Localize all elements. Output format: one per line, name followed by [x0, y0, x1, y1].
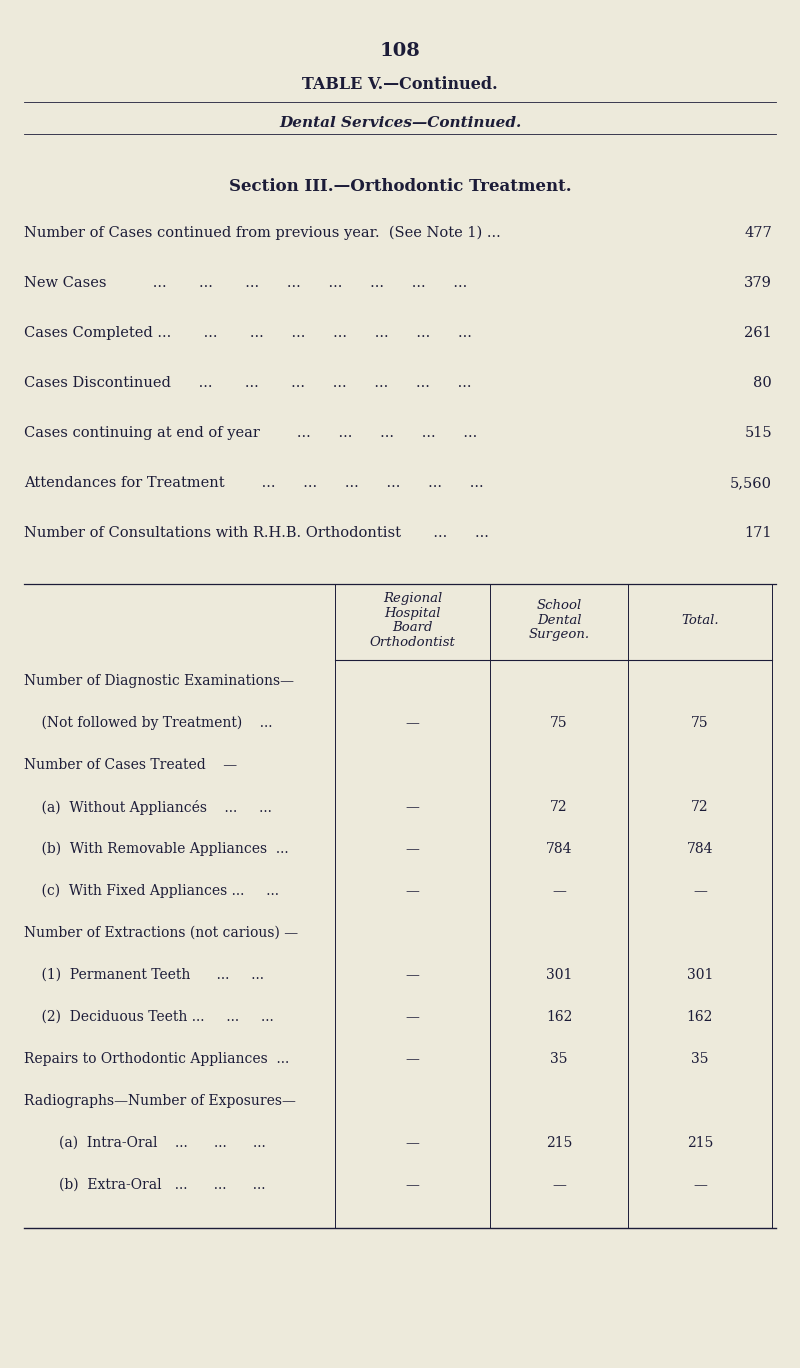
- Text: 477: 477: [744, 226, 772, 239]
- Text: Cases Completed ...       ...       ...      ...      ...      ...      ...     : Cases Completed ... ... ... ... ... ... …: [24, 326, 472, 341]
- Text: —: —: [552, 1178, 566, 1192]
- Text: 301: 301: [546, 969, 572, 982]
- Text: —: —: [406, 800, 419, 814]
- Text: 35: 35: [691, 1052, 709, 1066]
- Text: (b)  Extra-Oral   ...      ...      ...: (b) Extra-Oral ... ... ...: [24, 1178, 266, 1192]
- Text: (1)  Permanent Teeth      ...     ...: (1) Permanent Teeth ... ...: [24, 969, 264, 982]
- Text: 75: 75: [550, 715, 568, 731]
- Text: 162: 162: [546, 1010, 572, 1025]
- Text: Number of Consultations with R.H.B. Orthodontist       ...      ...: Number of Consultations with R.H.B. Orth…: [24, 527, 512, 540]
- Text: 5,560: 5,560: [730, 476, 772, 490]
- Text: —: —: [552, 884, 566, 897]
- Text: 72: 72: [691, 800, 709, 814]
- Text: —: —: [406, 1178, 419, 1192]
- Text: 784: 784: [546, 841, 572, 856]
- Text: —: —: [693, 884, 707, 897]
- Text: 162: 162: [687, 1010, 713, 1025]
- Text: (2)  Deciduous Teeth ...     ...     ...: (2) Deciduous Teeth ... ... ...: [24, 1010, 274, 1025]
- Text: —: —: [406, 1052, 419, 1066]
- Text: 75: 75: [691, 715, 709, 731]
- Text: 515: 515: [744, 425, 772, 440]
- Text: Number of Extractions (not carious) —: Number of Extractions (not carious) —: [24, 926, 298, 940]
- Text: —: —: [693, 1178, 707, 1192]
- Text: —: —: [406, 1135, 419, 1150]
- Text: —: —: [406, 1010, 419, 1025]
- Text: TABLE V.—Continued.: TABLE V.—Continued.: [302, 77, 498, 93]
- Text: Orthodontist: Orthodontist: [370, 636, 455, 648]
- Text: Attendances for Treatment        ...      ...      ...      ...      ...      ..: Attendances for Treatment ... ... ... ..…: [24, 476, 484, 490]
- Text: Repairs to Orthodontic Appliances  ...: Repairs to Orthodontic Appliances ...: [24, 1052, 290, 1066]
- Text: —: —: [406, 715, 419, 731]
- Text: Regional: Regional: [383, 592, 442, 605]
- Text: (c)  With Fixed Appliances ...     ...: (c) With Fixed Appliances ... ...: [24, 884, 279, 899]
- Text: —: —: [406, 884, 419, 897]
- Text: 215: 215: [687, 1135, 713, 1150]
- Text: Board: Board: [392, 621, 433, 633]
- Text: 301: 301: [687, 969, 713, 982]
- Text: 35: 35: [550, 1052, 568, 1066]
- Text: 215: 215: [546, 1135, 572, 1150]
- Text: (Not followed by Treatment)    ...: (Not followed by Treatment) ...: [24, 715, 273, 731]
- Text: Radiographs—Number of Exposures—: Radiographs—Number of Exposures—: [24, 1094, 296, 1108]
- Text: —: —: [406, 969, 419, 982]
- Text: Cases continuing at end of year        ...      ...      ...      ...      ...: Cases continuing at end of year ... ... …: [24, 425, 478, 440]
- Text: (b)  With Removable Appliances  ...: (b) With Removable Appliances ...: [24, 841, 289, 856]
- Text: 171: 171: [745, 527, 772, 540]
- Text: New Cases          ...       ...       ...      ...      ...      ...      ...  : New Cases ... ... ... ... ... ... ...: [24, 276, 467, 290]
- Text: Total.: Total.: [681, 614, 719, 627]
- Text: 261: 261: [744, 326, 772, 341]
- Text: (a)  Intra-Oral    ...      ...      ...: (a) Intra-Oral ... ... ...: [24, 1135, 266, 1150]
- Text: 108: 108: [380, 42, 420, 60]
- Text: 80: 80: [754, 376, 772, 390]
- Text: School: School: [536, 599, 582, 613]
- Text: Number of Diagnostic Examinations—: Number of Diagnostic Examinations—: [24, 674, 294, 688]
- Text: Cases Discontinued      ...       ...       ...      ...      ...      ...      : Cases Discontinued ... ... ... ... ... .…: [24, 376, 471, 390]
- Text: (a)  Without Appliancés    ...     ...: (a) Without Appliancés ... ...: [24, 800, 272, 815]
- Text: 379: 379: [744, 276, 772, 290]
- Text: Surgeon.: Surgeon.: [529, 628, 590, 642]
- Text: Number of Cases Treated    —: Number of Cases Treated —: [24, 758, 237, 772]
- Text: Number of Cases continued from previous year.  (See Note 1) ...: Number of Cases continued from previous …: [24, 226, 501, 241]
- Text: Dental: Dental: [537, 614, 582, 627]
- Text: Dental Services—Continued.: Dental Services—Continued.: [279, 116, 521, 130]
- Text: 784: 784: [686, 841, 714, 856]
- Text: Hospital: Hospital: [384, 606, 441, 620]
- Text: Section III.—Orthodontic Treatment.: Section III.—Orthodontic Treatment.: [229, 178, 571, 196]
- Text: 72: 72: [550, 800, 568, 814]
- Text: —: —: [406, 841, 419, 856]
